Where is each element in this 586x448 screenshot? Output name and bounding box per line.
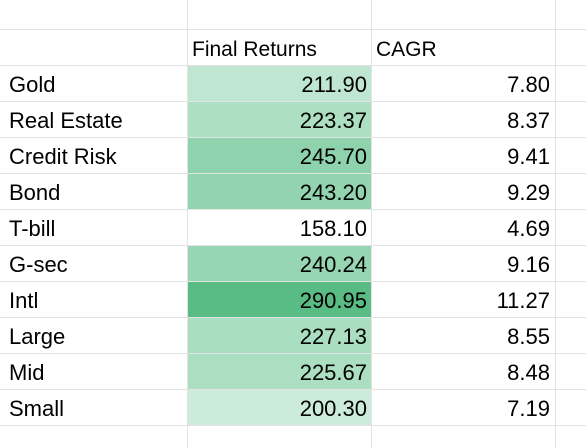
cell-name[interactable]: Small xyxy=(9,396,65,421)
row-gridline xyxy=(0,65,586,66)
cell-final-returns[interactable]: 211.90 xyxy=(188,66,371,101)
row-gridline xyxy=(0,245,586,246)
cell-name[interactable]: Real Estate xyxy=(9,108,123,133)
column-gridline xyxy=(555,0,556,448)
cell-cagr[interactable]: 8.55 xyxy=(507,324,550,349)
cell-cagr[interactable]: 7.19 xyxy=(507,396,550,421)
cell-name[interactable]: Mid xyxy=(9,360,45,385)
cell-final-returns[interactable]: 290.95 xyxy=(188,282,371,317)
cell-name[interactable]: Bond xyxy=(9,180,61,205)
row-gridline xyxy=(0,317,586,318)
row-gridline xyxy=(0,137,586,138)
cell-cagr[interactable]: 8.37 xyxy=(507,108,550,133)
cell-cagr[interactable]: 11.27 xyxy=(496,288,550,313)
cell-name[interactable]: Credit Risk xyxy=(9,144,117,169)
row-gridline xyxy=(0,29,586,30)
header-cagr[interactable]: CAGR xyxy=(376,38,437,61)
row-gridline xyxy=(0,173,586,174)
row-gridline xyxy=(0,101,586,102)
cell-name[interactable]: Gold xyxy=(9,72,56,97)
cell-final-returns[interactable]: 243.20 xyxy=(188,174,371,209)
column-gridline xyxy=(187,0,188,448)
cell-cagr[interactable]: 7.80 xyxy=(507,72,550,97)
cell-final-returns[interactable]: 200.30 xyxy=(188,390,371,425)
row-gridline xyxy=(0,209,586,210)
cell-cagr[interactable]: 9.29 xyxy=(507,180,550,205)
row-gridline xyxy=(0,281,586,282)
row-gridline xyxy=(0,425,586,426)
column-gridline xyxy=(371,0,372,448)
cell-final-returns[interactable]: 240.24 xyxy=(188,246,371,281)
row-gridline xyxy=(0,353,586,354)
cell-final-returns[interactable]: 158.10 xyxy=(188,210,371,245)
cell-name[interactable]: Intl xyxy=(9,288,39,313)
cell-final-returns[interactable]: 223.37 xyxy=(188,102,371,137)
cell-name[interactable]: G-sec xyxy=(9,252,68,277)
cell-cagr[interactable]: 9.41 xyxy=(507,144,550,169)
cell-final-returns[interactable]: 245.70 xyxy=(188,138,371,173)
cell-name[interactable]: Large xyxy=(9,324,66,349)
cell-final-returns[interactable]: 227.13 xyxy=(188,318,371,353)
cell-cagr[interactable]: 4.69 xyxy=(507,216,550,241)
header-final-returns[interactable]: Final Returns xyxy=(192,38,317,61)
row-gridline xyxy=(0,389,586,390)
cell-name[interactable]: T-bill xyxy=(9,216,56,241)
cell-cagr[interactable]: 8.48 xyxy=(507,360,550,385)
cell-cagr[interactable]: 9.16 xyxy=(507,252,550,277)
cell-final-returns[interactable]: 225.67 xyxy=(188,354,371,389)
